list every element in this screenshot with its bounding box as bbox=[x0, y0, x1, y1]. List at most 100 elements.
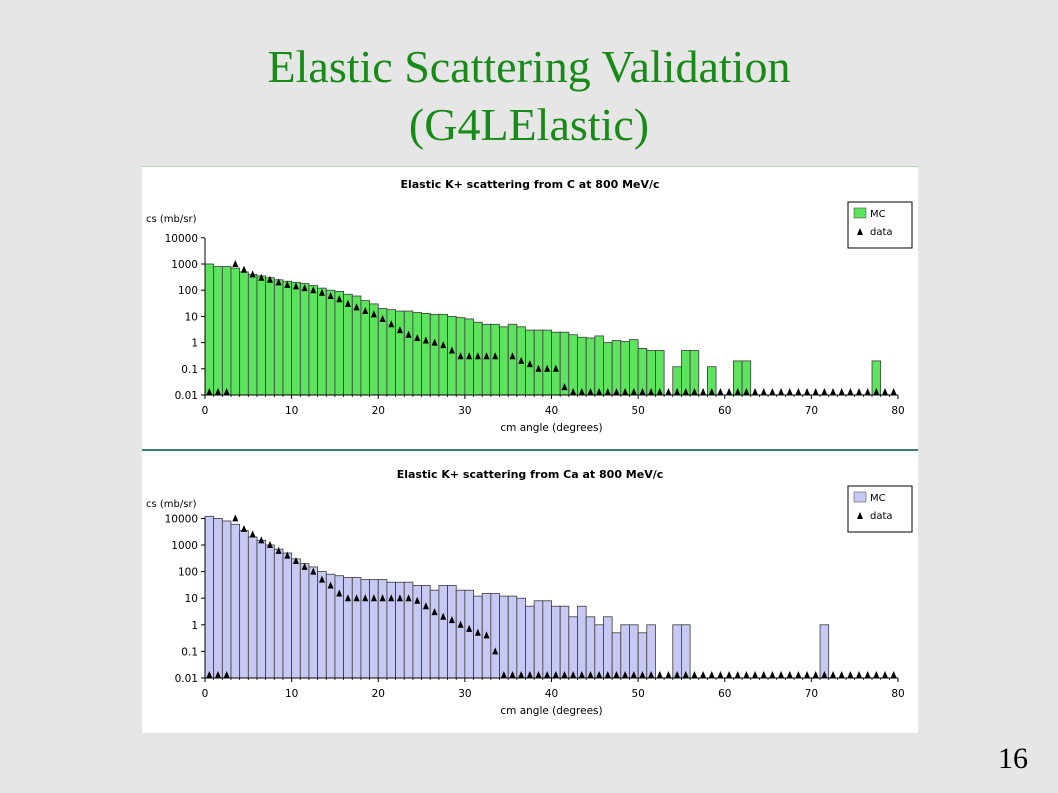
chart-c-data-point-baseline bbox=[864, 388, 871, 395]
chart-c-data-point bbox=[552, 364, 559, 372]
chart-c-data-point bbox=[266, 275, 273, 283]
chart-ca-y-tick-label: 0.01 bbox=[175, 673, 198, 685]
chart-c-data-point bbox=[353, 303, 360, 311]
chart-c-data-point bbox=[474, 352, 481, 360]
chart-ca-y-tick-label: 10 bbox=[185, 593, 198, 605]
chart-c-legend-data-marker bbox=[857, 228, 863, 235]
chart-ca-data-point-baseline bbox=[682, 671, 689, 678]
chart-ca-data-point-baseline bbox=[864, 671, 871, 678]
chart-ca-mc-bar bbox=[291, 558, 301, 679]
chart-ca-data-point-baseline bbox=[613, 671, 620, 678]
chart-ca-mc-bar bbox=[464, 589, 474, 679]
chart-c-data-point bbox=[310, 286, 317, 294]
figure-panel: Elastic K+ scattering from C at 800 MeV/… bbox=[142, 166, 918, 733]
chart-ca-data-point-baseline bbox=[544, 671, 551, 678]
chart-ca-legend-mc-label: MC bbox=[870, 493, 886, 504]
chart-ca-mc-bar bbox=[681, 624, 691, 679]
chart-ca-data-point-baseline bbox=[830, 671, 837, 678]
chart-ca-data-point bbox=[240, 524, 247, 532]
chart-c-mc-bar bbox=[585, 337, 596, 396]
chart-c-mc-bar bbox=[256, 275, 267, 396]
chart-ca-data-point bbox=[336, 589, 343, 597]
chart-ca-data-point-baseline bbox=[500, 671, 507, 678]
chart-ca-mc-bar bbox=[490, 593, 500, 679]
chart-c-mc-bar bbox=[533, 329, 544, 396]
chart-ca-data-point-baseline bbox=[622, 671, 629, 678]
chart-ca-data-point bbox=[353, 594, 360, 602]
chart-c-data-point-baseline bbox=[587, 388, 594, 395]
chart-c-data-point bbox=[275, 278, 282, 286]
chart-c-legend-data-label: data bbox=[870, 227, 893, 238]
chart-ca-data-point-baseline bbox=[812, 671, 819, 678]
chart-ca-mc-bar bbox=[438, 585, 448, 679]
chart-ca-mc-bar bbox=[239, 530, 249, 679]
chart-ca-y-tick-label: 0.1 bbox=[181, 646, 198, 658]
chart-c-data-point bbox=[457, 352, 464, 360]
chart-c-data-point bbox=[258, 273, 265, 281]
chart-c-x-tick-label: 60 bbox=[718, 405, 731, 417]
chart-c-mc-bar bbox=[317, 287, 327, 396]
chart-ca-mc-bar bbox=[533, 600, 544, 679]
chart-ca-mc-bar bbox=[204, 515, 215, 679]
chart-ca-data-point bbox=[275, 546, 282, 554]
chart-ca-data-point-baseline bbox=[630, 671, 637, 678]
chart-c-data-point bbox=[388, 320, 395, 328]
chart-c-mc-bar bbox=[421, 313, 431, 396]
chart-c-data-point-baseline bbox=[726, 388, 733, 395]
chart-c-data-point-baseline bbox=[578, 388, 585, 395]
chart-c-mc-bar bbox=[395, 310, 405, 396]
chart-c-data-point bbox=[405, 330, 412, 338]
chart-ca-data-point bbox=[474, 628, 481, 636]
chart-c-data-point bbox=[301, 284, 308, 292]
chart-ca-mc-bar bbox=[213, 517, 223, 679]
chart-ca-mc-bar bbox=[620, 624, 630, 679]
chart-c-data-point-baseline bbox=[622, 388, 629, 395]
chart-c-data-point bbox=[249, 270, 256, 278]
chart-c-mc-bar bbox=[594, 335, 604, 396]
chart-c-x-tick-label: 0 bbox=[202, 405, 209, 417]
chart-ca-data-point-baseline bbox=[570, 671, 577, 678]
chart-ca-mc-bar bbox=[525, 605, 535, 679]
chart-ca-data-point bbox=[431, 608, 438, 616]
chart-c-data-point bbox=[362, 307, 369, 315]
chart-ca-mc-bar bbox=[551, 605, 561, 679]
chart-ca-data-point-baseline bbox=[206, 671, 213, 678]
chart-c-data-point bbox=[448, 346, 455, 354]
chart-ca-mc-bar bbox=[594, 624, 604, 679]
chart-ca-mc-bar bbox=[473, 595, 483, 679]
chart-ca-mc-bar bbox=[230, 523, 241, 679]
chart-c-mc-bar bbox=[273, 279, 284, 396]
chart-c-data-point-baseline bbox=[769, 388, 776, 395]
chart-ca-data-point-baseline bbox=[535, 671, 542, 678]
chart-c-data-point-baseline bbox=[743, 388, 750, 395]
chart-ca-data-point bbox=[362, 594, 369, 602]
chart-c-data-point-baseline bbox=[838, 388, 845, 395]
chart-ca-xlabel: cm angle (degrees) bbox=[500, 705, 602, 717]
chart-ca-mc-bar bbox=[343, 577, 353, 679]
chart-c-data-point-baseline bbox=[639, 388, 646, 395]
chart-c-data-point bbox=[284, 280, 291, 288]
chart-ca-data-point-baseline bbox=[752, 671, 759, 678]
chart-ca-mc-bar bbox=[542, 600, 552, 679]
chart-c-data-point-baseline bbox=[648, 388, 655, 395]
chart-c-data-point-baseline bbox=[665, 388, 672, 395]
chart-ca-legend-mc-swatch bbox=[853, 491, 867, 503]
chart-ca-x-tick-label: 20 bbox=[372, 688, 385, 700]
chart-c-data-point bbox=[544, 364, 551, 372]
chart-ca-mc-bar bbox=[282, 552, 293, 679]
chart-ca-ylabel: cs (mb/sr) bbox=[146, 499, 197, 510]
chart-c-ylabel: cs (mb/sr) bbox=[146, 214, 197, 225]
chart-ca-mc-bar bbox=[421, 585, 431, 679]
chart-ca-data-point bbox=[388, 594, 395, 602]
chart-ca-data-point-baseline bbox=[604, 671, 611, 678]
chart-ca-mc-bar bbox=[273, 548, 284, 679]
chart-c-mc-bar bbox=[447, 315, 457, 396]
chart-c-mc-bar bbox=[603, 342, 613, 396]
chart-ca-data-point bbox=[422, 602, 429, 610]
chart-c-data-point bbox=[232, 260, 239, 267]
chart-ca-data-point-baseline bbox=[726, 671, 733, 678]
chart-c-x-tick-label: 70 bbox=[805, 405, 818, 417]
chart-ca-mc-bar bbox=[646, 624, 656, 679]
chart-c-mc-bar bbox=[499, 326, 509, 396]
chart-c-mc-bar bbox=[568, 334, 578, 396]
